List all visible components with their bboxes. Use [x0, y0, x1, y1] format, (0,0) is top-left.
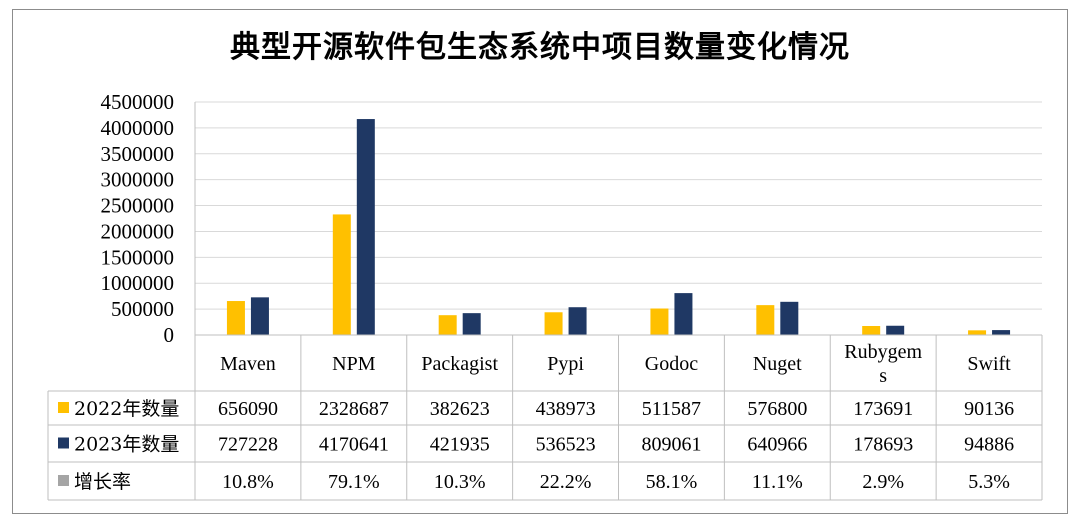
- y-tick-label: 3500000: [101, 142, 175, 166]
- bar-series-2: [568, 307, 587, 335]
- bar-series-2: [780, 301, 799, 335]
- table-cell: 809061: [641, 434, 701, 456]
- table-cell: 22.2%: [540, 471, 592, 493]
- table-cell: 421935: [430, 434, 490, 456]
- legend-label: 增长率: [74, 471, 131, 493]
- table-cell: 438973: [536, 398, 596, 420]
- table-cell: 656090: [218, 398, 278, 420]
- table-cell: 79.1%: [328, 471, 380, 493]
- table-cell: 173691: [853, 398, 913, 420]
- table-cell: 2.9%: [862, 471, 904, 493]
- bar-series-2: [674, 293, 693, 335]
- category-label: Godoc: [645, 353, 698, 375]
- bar-series-1: [332, 214, 351, 335]
- bar-series-1: [438, 315, 457, 335]
- table-cell: 536523: [536, 434, 596, 456]
- y-tick-label: 4000000: [101, 116, 175, 140]
- table-cell: 511587: [642, 398, 701, 420]
- bar-series-1: [650, 308, 669, 335]
- table-cell: 58.1%: [646, 471, 698, 493]
- y-tick-label: 2500000: [101, 194, 175, 218]
- bar-series-2: [250, 297, 269, 335]
- category-label: Rubygem: [844, 341, 922, 363]
- y-tick-label: 1000000: [101, 271, 175, 295]
- table-cell: 94886: [964, 434, 1014, 456]
- table-cell: 4170641: [319, 434, 389, 456]
- table-cell: 178693: [853, 434, 913, 456]
- bar-series-1: [756, 305, 775, 335]
- y-tick-label: 1500000: [101, 245, 175, 269]
- table-cell: 90136: [964, 398, 1014, 420]
- legend-key: [58, 402, 69, 413]
- y-tick-label: 3000000: [101, 168, 175, 192]
- y-tick-label: 4500000: [101, 90, 175, 114]
- table-cell: 11.1%: [752, 471, 803, 493]
- table-cell: 727228: [218, 434, 278, 456]
- chart-title: 典型开源软件包生态系统中项目数量变化情况: [230, 30, 850, 65]
- category-label: Pypi: [547, 353, 584, 375]
- bar-series-1: [862, 326, 881, 335]
- bar-series-1: [968, 330, 987, 335]
- category-label: Packagist: [421, 353, 498, 375]
- table-cell: 5.3%: [968, 471, 1010, 493]
- table-cell: 2328687: [319, 398, 389, 420]
- table-cell: 382623: [430, 398, 490, 420]
- category-label: Maven: [220, 353, 276, 375]
- category-label: NPM: [332, 353, 376, 375]
- y-tick-label: 0: [164, 323, 175, 347]
- category-label: s: [879, 365, 887, 387]
- bar-series-2: [356, 119, 375, 336]
- legend-label: 2023年数量: [74, 434, 179, 456]
- table-cell: 10.8%: [222, 471, 274, 493]
- bar-series-1: [544, 312, 563, 335]
- bar-series-2: [886, 325, 905, 335]
- category-label: Swift: [967, 353, 1011, 375]
- legend-key: [58, 475, 69, 486]
- y-tick-label: 2000000: [101, 219, 175, 243]
- table-cell: 640966: [747, 434, 807, 456]
- category-label: Nuget: [753, 353, 802, 375]
- bar-series-2: [992, 330, 1011, 335]
- y-tick-label: 500000: [111, 297, 174, 321]
- legend-key: [58, 437, 69, 449]
- bar-series-1: [226, 301, 245, 335]
- table-cell: 10.3%: [434, 471, 486, 493]
- legend-label: 2022年数量: [74, 398, 179, 420]
- chart-frame: [12, 9, 1068, 514]
- table-cell: 576800: [747, 398, 807, 420]
- bar-series-2: [462, 313, 481, 335]
